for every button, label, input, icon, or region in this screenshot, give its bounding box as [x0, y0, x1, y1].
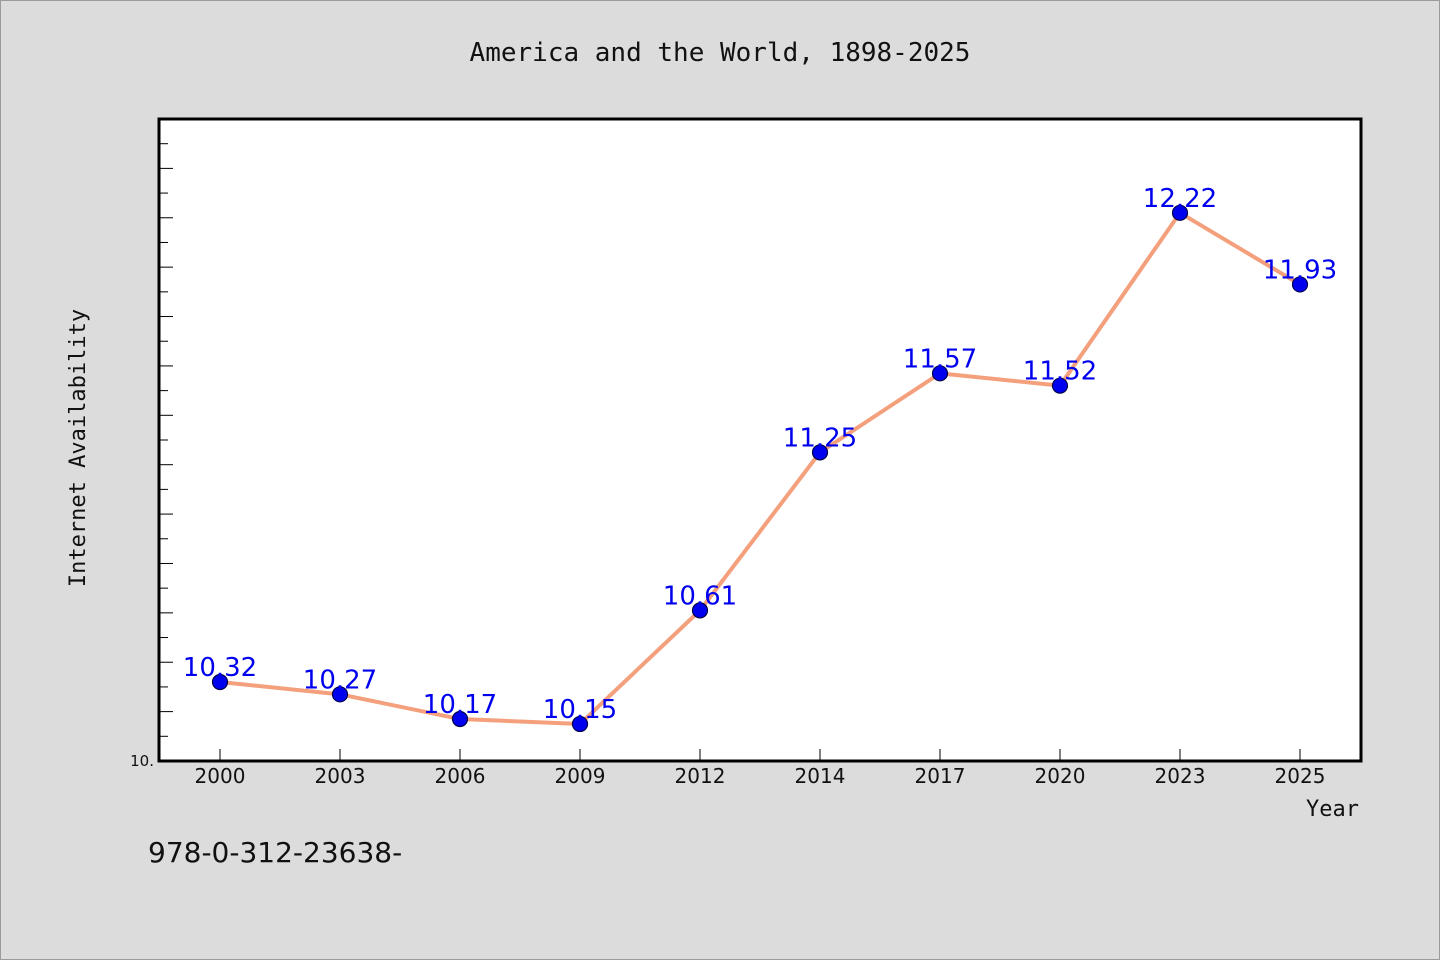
data-point: [1291, 276, 1309, 293]
x-tick-label: 2017: [915, 764, 966, 788]
data-label: 10.32: [183, 653, 257, 683]
x-tick-label: 2012: [675, 764, 726, 788]
data-label: 11.57: [903, 344, 977, 374]
footer-text: 978-0-312-23638-: [148, 836, 402, 869]
x-tick-label: 2009: [555, 764, 606, 788]
data-point: [451, 710, 469, 728]
data-label: 10.27: [303, 665, 377, 695]
plot-area: [157, 117, 1363, 763]
data-point: [691, 602, 709, 619]
series-line: [219, 210, 1302, 726]
y-tick-label: 10.: [130, 752, 154, 770]
data-point: [211, 673, 229, 691]
data-point: [931, 365, 949, 382]
data-label: 11.52: [1023, 357, 1097, 387]
x-tick-label: 2003: [315, 764, 366, 788]
data-label: 11.93: [1263, 255, 1337, 285]
x-tick-label: 2025: [1275, 764, 1326, 788]
data-point: [811, 444, 829, 461]
data-label: 10.61: [663, 581, 737, 611]
x-tick-labels: 2000 2003 2006 2009 2012 2014 2017 2020 2023 2025: [195, 764, 1326, 788]
data-point: [1171, 204, 1189, 221]
data-label: 11.25: [783, 423, 857, 453]
data-label: 12.22: [1143, 184, 1217, 214]
data-point: [331, 686, 349, 703]
series-markers: [211, 204, 1309, 733]
y-axis-label: Internet Availability: [66, 309, 91, 587]
x-tick-label: 2023: [1155, 764, 1206, 788]
x-axis-label: Year: [1306, 797, 1359, 822]
data-point: [571, 715, 589, 733]
chart-title: America and the World, 1898-2025: [470, 38, 971, 68]
x-axis-ticks: [219, 749, 1301, 761]
data-point: [1051, 377, 1069, 394]
x-tick-label: 2020: [1035, 764, 1086, 788]
x-tick-label: 2014: [795, 764, 846, 788]
x-tick-label: 2000: [195, 764, 246, 788]
data-label: 10.17: [423, 690, 497, 720]
data-label: 10.15: [543, 695, 617, 725]
data-labels: 10.32 10.27 10.17 10.15 10.61 11.25 11.57 11.52…: [183, 184, 1337, 725]
x-tick-label: 2006: [435, 764, 486, 788]
y-axis-ticks: [159, 143, 173, 737]
